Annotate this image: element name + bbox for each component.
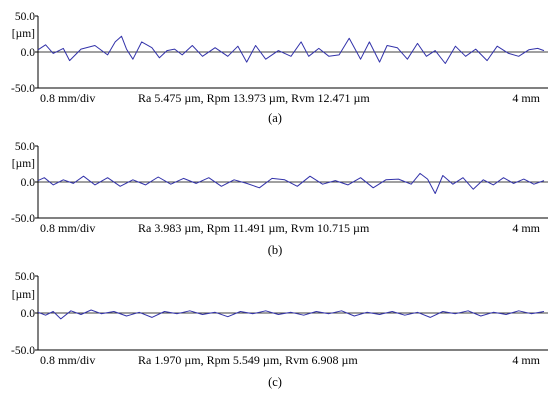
panel-caption-c: (c) — [268, 375, 282, 389]
profile-panel-a: 50.0 0.0 -50.0 [µm] 0.8 mm/div Ra 5.475 µm, R… — [11, 11, 548, 125]
y-tick-label: 50.0 — [15, 271, 35, 283]
profile-series-line — [37, 309, 545, 320]
y-tick-label: -50.0 — [11, 213, 35, 225]
panel-caption-b: (b) — [268, 243, 283, 257]
roughness-stats: Ra 3.983 µm, Rpm 11.491 µm, Rvm 10.715 µ… — [138, 221, 370, 235]
profile-panel-b: 50.0 0.0 -50.0 [µm] 0.8 mm/div Ra 3.983 µm, R… — [11, 141, 548, 257]
profile-series-line — [37, 172, 545, 194]
y-tick-label: 0.0 — [21, 177, 36, 189]
profile-series-line — [37, 35, 545, 64]
roughness-stats: Ra 5.475 µm, Rpm 13.973 µm, Rvm 12.471 µ… — [138, 91, 370, 105]
y-unit-label: [µm] — [12, 158, 35, 170]
y-tick-label: -50.0 — [11, 345, 35, 357]
x-length-label: 4 mm — [512, 353, 540, 367]
x-scale-label: 0.8 mm/div — [40, 91, 95, 105]
roughness-stats: Ra 1.970 µm, Rpm 5.549 µm, Rvm 6.908 µm — [138, 353, 358, 367]
y-tick-label: 0.0 — [21, 47, 36, 59]
x-length-label: 4 mm — [512, 91, 540, 105]
y-tick-label: 0.0 — [21, 308, 36, 320]
panel-caption-a: (a) — [268, 111, 282, 125]
x-scale-label: 0.8 mm/div — [40, 221, 95, 235]
x-length-label: 4 mm — [512, 221, 540, 235]
y-tick-label: 50.0 — [15, 11, 35, 23]
profile-panel-c: 50.0 0.0 -50.0 [µm] 0.8 mm/div Ra 1.970 µm, R… — [11, 271, 548, 389]
y-unit-label: [µm] — [12, 289, 35, 301]
x-scale-label: 0.8 mm/div — [40, 353, 95, 367]
y-tick-label: -50.0 — [11, 83, 35, 95]
y-tick-label: 50.0 — [15, 141, 35, 153]
y-unit-label: [µm] — [12, 28, 35, 40]
